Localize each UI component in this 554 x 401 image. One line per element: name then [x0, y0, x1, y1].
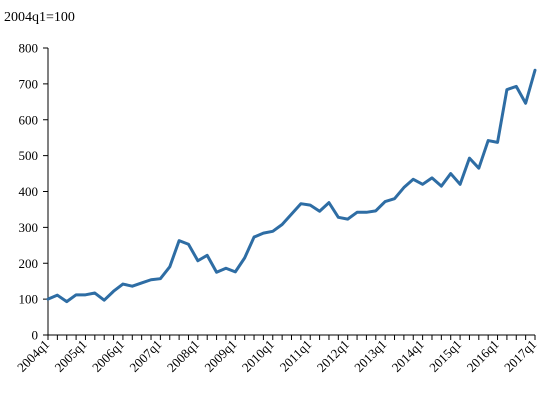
x-tick-label: 2012q1	[314, 337, 352, 375]
y-tick-label: 400	[19, 184, 39, 199]
x-tick-label: 2010q1	[239, 337, 277, 375]
x-tick-label: 2017q1	[501, 337, 539, 375]
y-tick-label: 100	[19, 292, 39, 307]
y-tick-label: 0	[32, 328, 39, 343]
x-tick-label: 2015q1	[426, 337, 464, 375]
x-tick-label: 2014q1	[389, 337, 427, 375]
x-tick-label: 2007q1	[126, 337, 164, 375]
series-layer	[46, 68, 537, 304]
y-axis: 0 100 200 300 400 500 600 700 800	[19, 41, 49, 343]
y-tick-label: 600	[19, 112, 39, 127]
y-tick-label: 700	[19, 76, 39, 91]
y-unit-label: 2004q1=100	[4, 10, 75, 25]
x-tick-label: 2009q1	[201, 337, 239, 375]
x-tick-label: 2005q1	[52, 337, 90, 375]
y-tick-label: 800	[19, 41, 39, 56]
x-tick-label: 2006q1	[89, 337, 127, 375]
x-tick-label: 2013q1	[351, 337, 389, 375]
series-line	[46, 68, 537, 304]
y-tick-label: 300	[19, 220, 39, 235]
y-tick-label: 500	[19, 148, 39, 163]
x-tick-label: 2016q1	[464, 337, 502, 375]
x-axis: 2004q1 2005q1 2006q1 2007q1 2008q1 2009q1 2010…	[14, 334, 539, 375]
x-tick-label: 2008q1	[164, 337, 202, 375]
x-tick-label: 2011q1	[277, 337, 315, 375]
y-tick-label: 200	[19, 256, 39, 271]
